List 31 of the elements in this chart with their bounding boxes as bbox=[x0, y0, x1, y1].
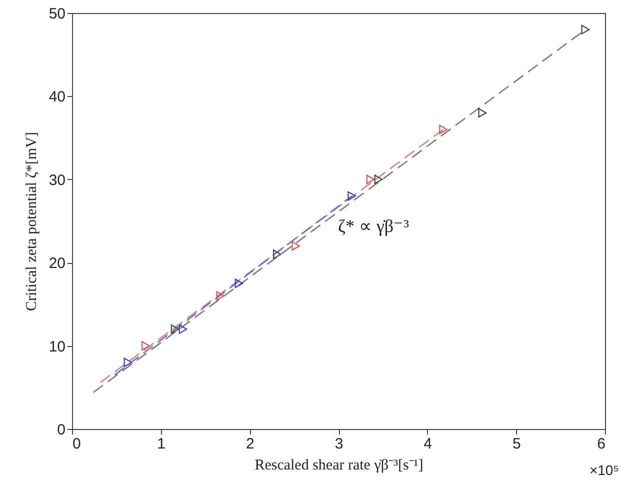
point bbox=[439, 124, 448, 134]
x-tick-label: 3 bbox=[334, 436, 344, 452]
y-axis-title: Critical zeta potential ζ*[mV] bbox=[24, 132, 40, 312]
point bbox=[374, 174, 383, 184]
point bbox=[366, 174, 375, 184]
x-tick-label: 0 bbox=[72, 436, 81, 452]
text: ×10⁵ bbox=[589, 462, 619, 478]
x-axis-title: Rescaled shear rate γ̇β⁻³[s⁻¹] bbox=[254, 458, 424, 474]
point bbox=[216, 291, 225, 301]
x-tick-label: 1 bbox=[157, 436, 166, 452]
point bbox=[170, 324, 180, 334]
annotation: ζ* ∝ γ̇β⁻³ bbox=[338, 216, 410, 236]
x-tick-label: 2 bbox=[246, 436, 254, 452]
point bbox=[178, 324, 188, 334]
x-tick-label: 6 bbox=[597, 436, 606, 452]
point bbox=[292, 241, 300, 251]
point bbox=[142, 341, 150, 351]
y-tick-label: 0 bbox=[57, 422, 66, 438]
x-tick-label: 5 bbox=[512, 436, 521, 452]
point bbox=[348, 191, 356, 201]
point bbox=[478, 108, 487, 118]
point bbox=[234, 278, 244, 288]
point bbox=[581, 24, 590, 34]
y-tick-label: 50 bbox=[48, 6, 66, 22]
y-tick-label: 10 bbox=[48, 338, 66, 356]
point bbox=[273, 250, 282, 260]
point bbox=[124, 358, 132, 368]
y-tick-label: 30 bbox=[48, 172, 66, 189]
y-tick-label: 40 bbox=[48, 88, 66, 106]
y-tick-label: 20 bbox=[48, 255, 66, 272]
x-tick-label: 4 bbox=[424, 436, 432, 452]
